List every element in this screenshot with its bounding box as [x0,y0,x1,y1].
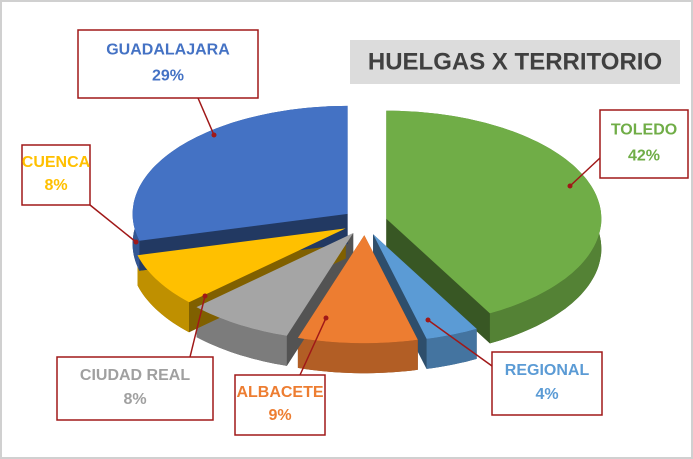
slice [132,105,348,241]
leader-line [299,317,327,376]
data-label-name: REGIONAL [505,362,590,379]
leader-line [569,157,601,187]
leader-line [89,204,137,243]
slice [297,235,418,344]
leader-dot [211,132,217,138]
data-label-value: 42% [628,147,660,164]
data-label-name: CUENCA [22,154,91,171]
chart-title: HUELGAS X TERRITORIO [368,48,662,75]
label-box [56,356,214,421]
leader-line [197,97,215,136]
label-box [77,29,259,99]
data-label-name: TOLEDO [611,122,677,139]
leader-dot [323,315,329,321]
slice [386,110,602,314]
label-box [491,351,603,416]
title-box [350,40,680,84]
slice [373,234,477,339]
leader-dot [202,293,208,299]
data-label-value: 8% [123,391,146,408]
data-label-value: 8% [44,177,67,194]
slice-side [386,218,490,344]
label-box [234,374,326,436]
data-label-name: CIUDAD REAL [80,367,190,384]
slice-side [297,337,418,374]
leader-line [427,319,493,367]
leader-dot [133,239,139,245]
slice [196,233,354,336]
data-label-value: 4% [535,386,558,403]
data-label-value: 9% [268,407,291,424]
label-box [599,109,689,179]
slice-side [137,255,189,333]
label-box [21,144,91,206]
slice [137,228,346,303]
data-label-name: GUADALAJARA [106,42,230,59]
leader-dot [425,317,431,323]
data-label-value: 29% [152,67,184,84]
leader-line [189,295,206,358]
data-label-name: ALBACETE [236,384,323,401]
slice-side [196,307,287,366]
slice-side [426,328,477,369]
leader-dot [567,183,573,189]
